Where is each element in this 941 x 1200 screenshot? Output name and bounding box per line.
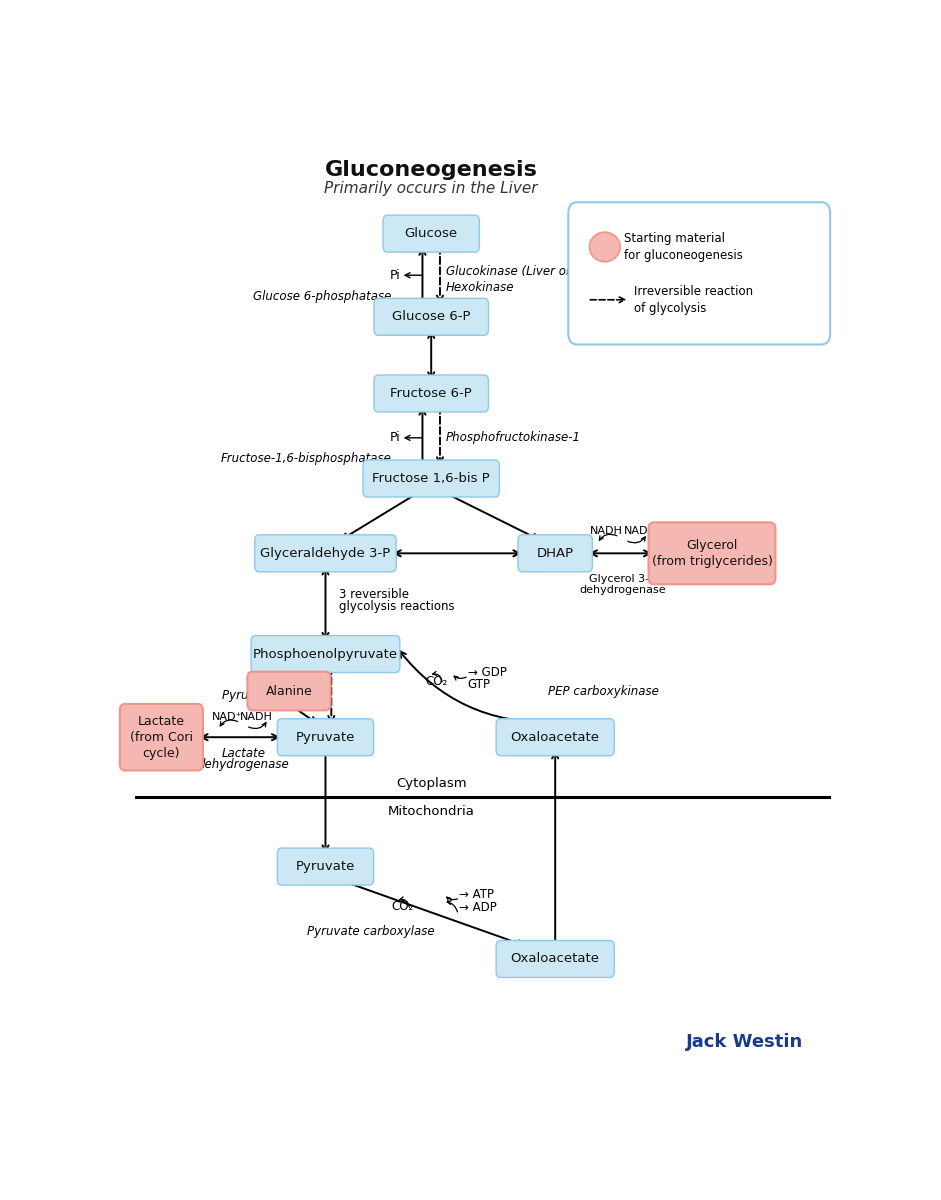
FancyBboxPatch shape	[496, 941, 614, 978]
Text: DHAP: DHAP	[536, 547, 574, 560]
Text: Pi: Pi	[390, 431, 401, 444]
Text: Starting material
for gluconeogenesis: Starting material for gluconeogenesis	[625, 232, 743, 262]
Text: CO₂: CO₂	[391, 900, 413, 913]
Text: Fructose-1,6-bisphosphatase: Fructose-1,6-bisphosphatase	[220, 451, 391, 464]
Text: Irreversible reaction
of glycolysis: Irreversible reaction of glycolysis	[634, 284, 753, 314]
Text: Glycerol 3-P: Glycerol 3-P	[589, 575, 656, 584]
Text: Lactate
(from Cori
cycle): Lactate (from Cori cycle)	[130, 715, 193, 760]
Text: Fructose 6-P: Fructose 6-P	[391, 386, 472, 400]
Text: CO₂: CO₂	[425, 676, 447, 689]
Text: Oxaloacetate: Oxaloacetate	[511, 953, 599, 966]
FancyBboxPatch shape	[251, 636, 400, 672]
Text: NAD⁺: NAD⁺	[624, 526, 655, 536]
Text: → GDP: → GDP	[468, 666, 506, 679]
FancyBboxPatch shape	[374, 374, 488, 412]
FancyBboxPatch shape	[518, 535, 593, 572]
FancyBboxPatch shape	[496, 719, 614, 756]
Text: Jack Westin: Jack Westin	[686, 1033, 804, 1051]
Text: Pyruvate kinase: Pyruvate kinase	[222, 689, 317, 702]
FancyBboxPatch shape	[120, 704, 203, 770]
Text: → ADP: → ADP	[459, 901, 497, 913]
Text: Lactate: Lactate	[221, 748, 265, 761]
Text: Pyruvate carboxylase: Pyruvate carboxylase	[307, 925, 435, 937]
Text: glycolysis reactions: glycolysis reactions	[339, 600, 455, 613]
FancyBboxPatch shape	[648, 522, 775, 584]
Text: dehydrogenase: dehydrogenase	[580, 586, 666, 595]
Text: Alanine: Alanine	[265, 684, 312, 697]
Text: Mitochondria: Mitochondria	[388, 805, 474, 817]
Text: NADH: NADH	[239, 712, 272, 722]
Text: Phosphofructokinase-1: Phosphofructokinase-1	[446, 431, 581, 444]
FancyBboxPatch shape	[363, 460, 500, 497]
Text: Glucose: Glucose	[405, 227, 457, 240]
Text: Glucose 6-phosphatase: Glucose 6-phosphatase	[253, 290, 391, 302]
Text: Fructose 1,6-bis P: Fructose 1,6-bis P	[373, 472, 490, 485]
FancyBboxPatch shape	[247, 672, 330, 710]
FancyBboxPatch shape	[278, 719, 374, 756]
Text: Primarily occurs in the Liver: Primarily occurs in the Liver	[325, 181, 538, 196]
Text: Cytoplasm: Cytoplasm	[396, 776, 467, 790]
Text: Hexokinase: Hexokinase	[446, 281, 515, 294]
Text: Pyruvate: Pyruvate	[295, 731, 355, 744]
FancyBboxPatch shape	[255, 535, 396, 572]
FancyBboxPatch shape	[374, 299, 488, 335]
Text: 3 reversible: 3 reversible	[339, 588, 408, 601]
Text: Glucose 6-P: Glucose 6-P	[392, 311, 470, 323]
Text: NAD⁺: NAD⁺	[212, 712, 242, 722]
FancyBboxPatch shape	[568, 203, 830, 344]
Text: PEP carboxykinase: PEP carboxykinase	[548, 684, 659, 697]
Text: Glucokinase (Liver only): Glucokinase (Liver only)	[446, 265, 588, 278]
Ellipse shape	[589, 232, 620, 262]
Text: GTP: GTP	[468, 678, 490, 691]
Text: Glyceraldehyde 3-P: Glyceraldehyde 3-P	[261, 547, 391, 560]
FancyBboxPatch shape	[278, 848, 374, 886]
Text: Pi: Pi	[390, 269, 401, 282]
Text: Oxaloacetate: Oxaloacetate	[511, 731, 599, 744]
Text: Gluconeogenesis: Gluconeogenesis	[325, 160, 537, 180]
Text: Phosphoenolpyruvate: Phosphoenolpyruvate	[253, 648, 398, 660]
FancyBboxPatch shape	[383, 215, 479, 252]
Text: NADH: NADH	[589, 526, 622, 536]
Text: → ATP: → ATP	[459, 888, 494, 901]
Text: Pyruvate: Pyruvate	[295, 860, 355, 874]
Text: Glycerol
(from triglycerides): Glycerol (from triglycerides)	[651, 539, 773, 568]
Text: dehydrogenase: dehydrogenase	[198, 758, 289, 772]
